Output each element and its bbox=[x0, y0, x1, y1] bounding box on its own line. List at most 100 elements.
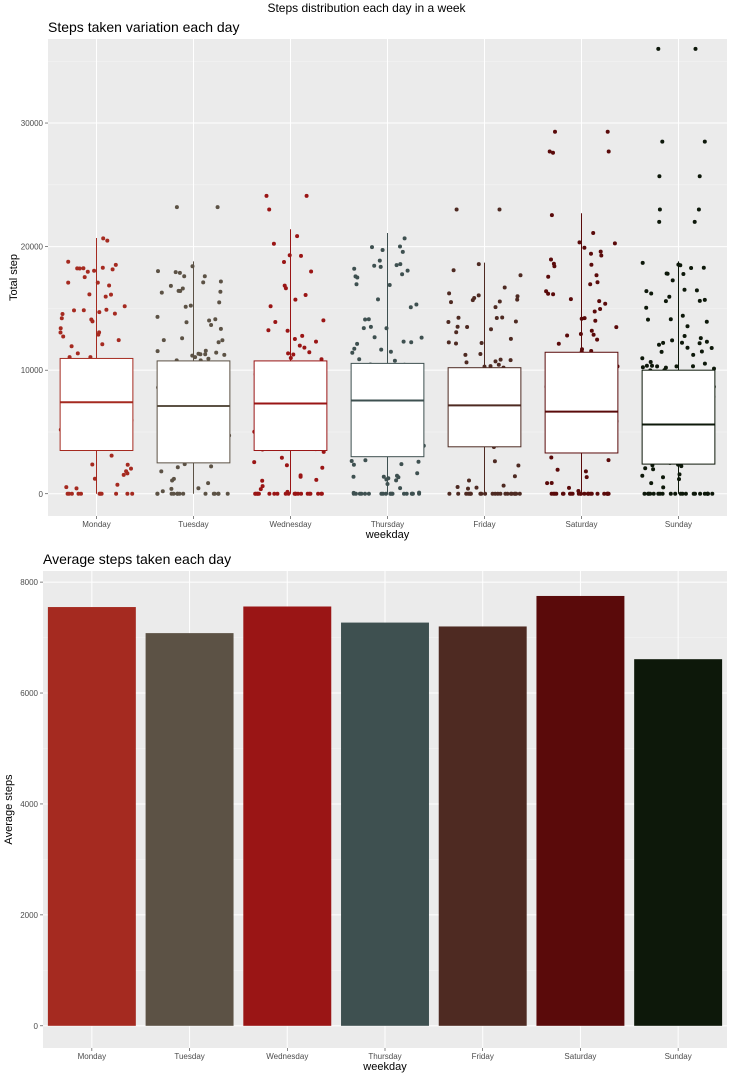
data-point bbox=[644, 305, 649, 310]
x-tick-label: Saturday bbox=[565, 520, 597, 529]
data-point bbox=[591, 231, 596, 235]
data-point bbox=[101, 236, 106, 241]
data-point bbox=[384, 491, 388, 496]
data-point bbox=[193, 355, 198, 360]
data-point bbox=[515, 297, 520, 302]
data-point bbox=[385, 482, 390, 486]
data-point bbox=[319, 357, 324, 362]
data-point bbox=[476, 293, 481, 298]
data-point bbox=[307, 350, 312, 355]
data-point bbox=[679, 464, 684, 469]
data-point bbox=[196, 351, 201, 356]
data-point bbox=[516, 463, 521, 468]
outlier-point bbox=[656, 46, 661, 51]
data-point bbox=[676, 262, 681, 267]
data-point bbox=[704, 339, 709, 344]
data-point bbox=[287, 253, 292, 258]
data-point bbox=[216, 491, 221, 496]
data-point bbox=[352, 346, 357, 351]
x-tick-label: Tuesday bbox=[178, 520, 208, 529]
data-point bbox=[352, 266, 357, 271]
data-point bbox=[156, 269, 160, 274]
data-point bbox=[398, 262, 403, 267]
data-point bbox=[498, 357, 503, 362]
data-point bbox=[271, 241, 276, 246]
data-point bbox=[502, 285, 507, 290]
x-tick-label: Monday bbox=[82, 520, 110, 529]
data-point bbox=[116, 338, 121, 343]
box-wednesday bbox=[253, 360, 328, 452]
y-tick-label: 2000 bbox=[20, 911, 38, 920]
data-point bbox=[258, 487, 263, 492]
y-tick-label: 8000 bbox=[20, 578, 38, 587]
data-point bbox=[702, 361, 707, 366]
data-point bbox=[582, 245, 587, 250]
data-point bbox=[103, 294, 108, 299]
data-point bbox=[279, 455, 284, 460]
data-point bbox=[184, 320, 189, 325]
data-point bbox=[505, 491, 510, 496]
data-point bbox=[589, 262, 594, 267]
data-point bbox=[309, 269, 314, 274]
data-point bbox=[670, 338, 675, 343]
data-point bbox=[454, 341, 458, 346]
data-point bbox=[314, 339, 318, 344]
y-tick-label: 10000 bbox=[21, 366, 44, 375]
data-point bbox=[75, 266, 80, 271]
data-point bbox=[560, 491, 565, 496]
data-point bbox=[492, 459, 497, 464]
data-point bbox=[387, 283, 392, 287]
data-point bbox=[222, 352, 227, 357]
data-point bbox=[508, 358, 513, 363]
data-point bbox=[588, 282, 593, 287]
data-point bbox=[180, 336, 185, 341]
x-tick-label: Thursday bbox=[368, 1052, 401, 1061]
data-point bbox=[554, 491, 559, 496]
data-point bbox=[267, 491, 272, 496]
data-point bbox=[668, 317, 673, 322]
box-saturday bbox=[544, 351, 619, 454]
data-point bbox=[515, 294, 520, 299]
x-axis-title: weekday bbox=[365, 529, 410, 541]
data-point bbox=[479, 341, 484, 345]
outlier-point bbox=[693, 46, 698, 51]
x-tick-label: Friday bbox=[472, 1052, 494, 1061]
data-point bbox=[705, 491, 710, 496]
data-point bbox=[155, 349, 160, 354]
data-point bbox=[605, 491, 610, 496]
outlier-point bbox=[657, 174, 662, 179]
data-point bbox=[589, 328, 594, 333]
data-point bbox=[402, 491, 406, 496]
data-point bbox=[75, 351, 80, 356]
data-point bbox=[470, 298, 475, 303]
data-point bbox=[398, 486, 403, 491]
data-point bbox=[82, 275, 87, 280]
data-point bbox=[107, 283, 112, 288]
data-point bbox=[266, 328, 271, 333]
data-point bbox=[169, 486, 174, 491]
data-point bbox=[125, 471, 130, 476]
data-point bbox=[220, 338, 225, 343]
data-point bbox=[286, 351, 291, 356]
data-point bbox=[272, 491, 277, 496]
data-point bbox=[682, 287, 687, 292]
data-point bbox=[685, 324, 690, 329]
data-point bbox=[518, 273, 523, 278]
bar-tuesday bbox=[145, 633, 234, 1026]
data-point bbox=[649, 291, 654, 296]
outlier-point bbox=[174, 205, 179, 210]
data-point bbox=[288, 356, 293, 360]
data-point bbox=[376, 297, 380, 302]
data-point bbox=[694, 288, 699, 293]
data-point bbox=[414, 302, 419, 307]
data-point bbox=[668, 491, 673, 496]
data-point bbox=[640, 356, 645, 361]
data-point bbox=[549, 257, 553, 262]
y-tick-label: 6000 bbox=[20, 689, 38, 698]
data-point bbox=[582, 316, 587, 321]
data-point bbox=[648, 360, 653, 364]
data-point bbox=[456, 491, 461, 496]
data-point bbox=[377, 258, 382, 263]
data-point bbox=[298, 474, 303, 479]
